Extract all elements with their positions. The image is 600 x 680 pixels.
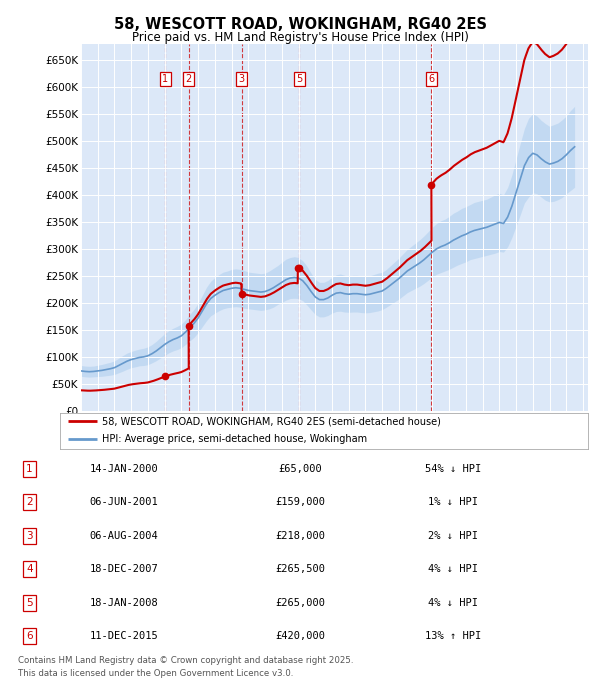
Text: 2: 2: [185, 74, 192, 84]
Text: 4: 4: [26, 564, 33, 574]
Text: 3: 3: [26, 531, 33, 541]
Text: 11-DEC-2015: 11-DEC-2015: [89, 631, 158, 641]
Text: £265,000: £265,000: [275, 598, 325, 608]
Text: 58, WESCOTT ROAD, WOKINGHAM, RG40 2ES (semi-detached house): 58, WESCOTT ROAD, WOKINGHAM, RG40 2ES (s…: [102, 416, 441, 426]
Text: £65,000: £65,000: [278, 464, 322, 474]
Text: 06-JUN-2001: 06-JUN-2001: [89, 497, 158, 507]
Text: 5: 5: [296, 74, 302, 84]
Text: 13% ↑ HPI: 13% ↑ HPI: [425, 631, 481, 641]
Text: £265,500: £265,500: [275, 564, 325, 574]
Text: 1: 1: [162, 74, 169, 84]
Text: 4% ↓ HPI: 4% ↓ HPI: [428, 598, 478, 608]
Text: 2% ↓ HPI: 2% ↓ HPI: [428, 531, 478, 541]
Text: 5: 5: [26, 598, 33, 608]
Text: 1: 1: [26, 464, 33, 474]
Text: HPI: Average price, semi-detached house, Wokingham: HPI: Average price, semi-detached house,…: [102, 434, 367, 444]
Text: £420,000: £420,000: [275, 631, 325, 641]
Text: £218,000: £218,000: [275, 531, 325, 541]
Text: 6: 6: [26, 631, 33, 641]
Text: 54% ↓ HPI: 54% ↓ HPI: [425, 464, 481, 474]
Text: 6: 6: [428, 74, 434, 84]
Text: 1% ↓ HPI: 1% ↓ HPI: [428, 497, 478, 507]
Text: Contains HM Land Registry data © Crown copyright and database right 2025.: Contains HM Land Registry data © Crown c…: [18, 656, 353, 666]
Text: £159,000: £159,000: [275, 497, 325, 507]
Text: 3: 3: [239, 74, 245, 84]
Text: 18-DEC-2007: 18-DEC-2007: [89, 564, 158, 574]
Text: Price paid vs. HM Land Registry's House Price Index (HPI): Price paid vs. HM Land Registry's House …: [131, 31, 469, 44]
Text: 58, WESCOTT ROAD, WOKINGHAM, RG40 2ES: 58, WESCOTT ROAD, WOKINGHAM, RG40 2ES: [113, 17, 487, 32]
Text: 06-AUG-2004: 06-AUG-2004: [89, 531, 158, 541]
Text: 18-JAN-2008: 18-JAN-2008: [89, 598, 158, 608]
Text: 2: 2: [26, 497, 33, 507]
Text: This data is licensed under the Open Government Licence v3.0.: This data is licensed under the Open Gov…: [18, 668, 293, 678]
Text: 14-JAN-2000: 14-JAN-2000: [89, 464, 158, 474]
Text: 4% ↓ HPI: 4% ↓ HPI: [428, 564, 478, 574]
